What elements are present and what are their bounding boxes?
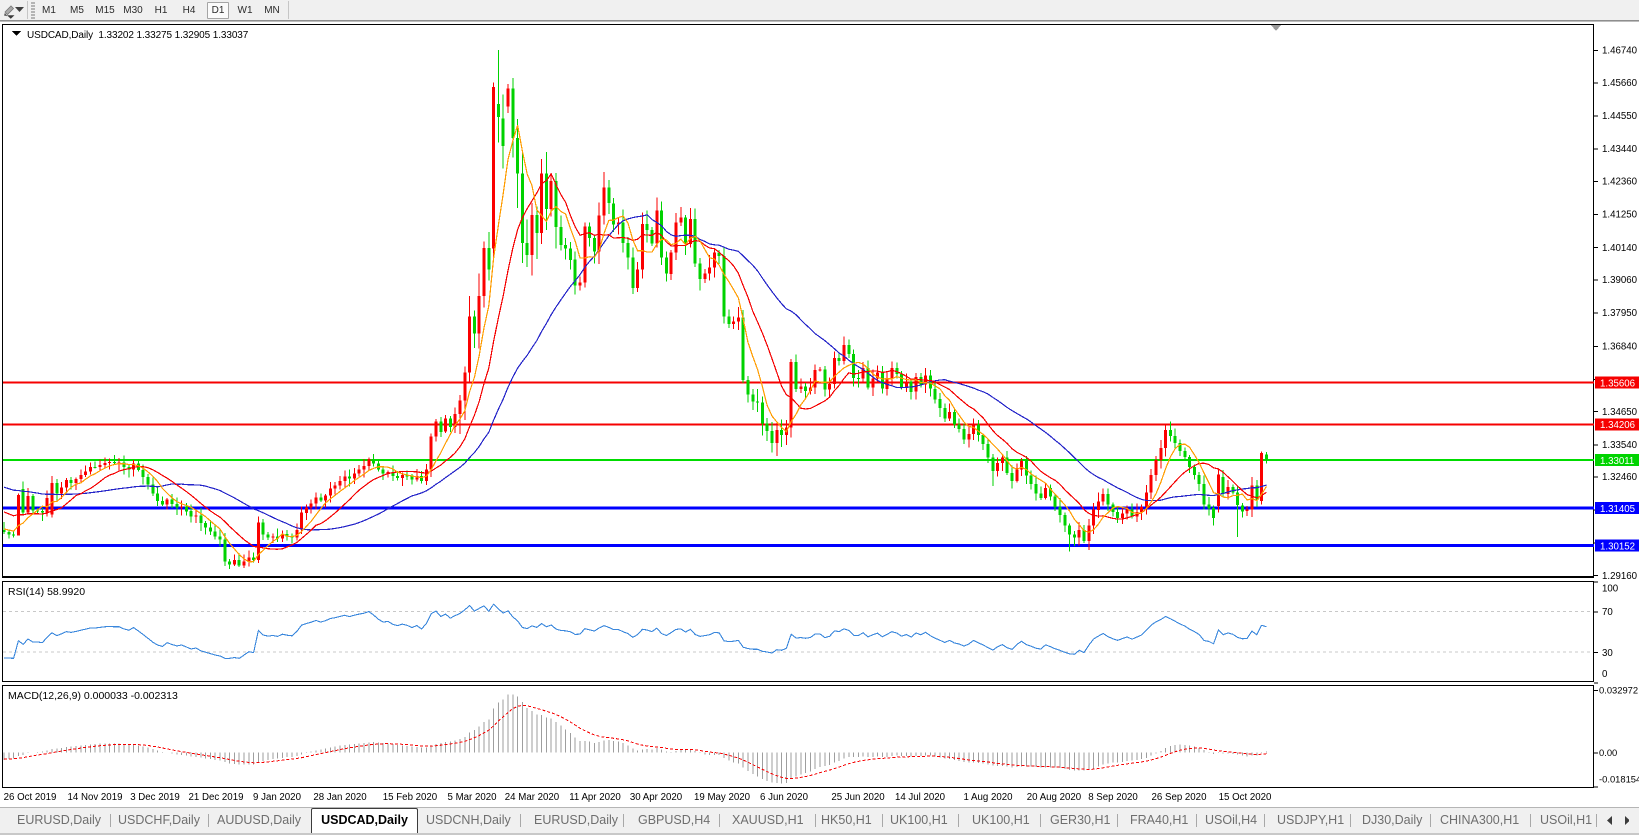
svg-text:1.36840: 1.36840	[1602, 341, 1638, 352]
svg-text:26 Oct 2019: 26 Oct 2019	[4, 792, 57, 803]
svg-text:1.34206: 1.34206	[1600, 420, 1635, 431]
svg-text:1 Aug 2020: 1 Aug 2020	[963, 792, 1013, 803]
svg-text:30 Apr 2020: 30 Apr 2020	[630, 792, 683, 803]
svg-text:1.33011: 1.33011	[1600, 456, 1634, 467]
svg-text:19 May 2020: 19 May 2020	[694, 792, 751, 803]
svg-text:5 Mar 2020: 5 Mar 2020	[447, 792, 497, 803]
svg-text:0: 0	[1602, 669, 1608, 680]
svg-text:15 Oct 2020: 15 Oct 2020	[1219, 792, 1272, 803]
svg-text:USDCAD,Daily 1.33202 1.33275: USDCAD,Daily 1.33202 1.33275 1.32905 1.3…	[27, 30, 249, 41]
svg-text:1.41250: 1.41250	[1602, 210, 1638, 221]
svg-text:-0.018154: -0.018154	[1599, 774, 1639, 785]
svg-text:1.42360: 1.42360	[1602, 177, 1638, 188]
svg-text:26 Sep 2020: 26 Sep 2020	[1152, 792, 1208, 803]
svg-text:1.31405: 1.31405	[1600, 504, 1635, 515]
svg-text:1.43440: 1.43440	[1602, 144, 1638, 155]
svg-text:14 Nov 2019: 14 Nov 2019	[68, 792, 123, 803]
svg-text:0.032972: 0.032972	[1599, 685, 1638, 696]
svg-text:1.33540: 1.33540	[1602, 440, 1638, 451]
svg-text:25 Jun 2020: 25 Jun 2020	[831, 792, 885, 803]
svg-text:6 Jun 2020: 6 Jun 2020	[760, 792, 809, 803]
svg-text:15 Feb 2020: 15 Feb 2020	[383, 792, 438, 803]
svg-text:MACD(12,26,9) 0.000033 -0.0023: MACD(12,26,9) 0.000033 -0.002313	[8, 690, 178, 702]
svg-text:8 Sep 2020: 8 Sep 2020	[1088, 792, 1138, 803]
svg-text:20 Aug 2020: 20 Aug 2020	[1027, 792, 1082, 803]
svg-text:0.00: 0.00	[1599, 747, 1617, 758]
svg-text:1.32460: 1.32460	[1602, 472, 1638, 483]
svg-text:30: 30	[1602, 648, 1613, 659]
svg-text:28 Jan 2020: 28 Jan 2020	[313, 792, 367, 803]
svg-text:3 Dec 2019: 3 Dec 2019	[130, 792, 180, 803]
svg-text:1.40140: 1.40140	[1602, 243, 1638, 254]
svg-text:70: 70	[1602, 607, 1613, 618]
svg-text:RSI(14) 58.9920: RSI(14) 58.9920	[8, 586, 85, 598]
svg-text:24 Mar 2020: 24 Mar 2020	[505, 792, 560, 803]
svg-text:9 Jan 2020: 9 Jan 2020	[253, 792, 302, 803]
svg-text:1.44550: 1.44550	[1602, 111, 1638, 122]
svg-text:11 Apr 2020: 11 Apr 2020	[569, 792, 621, 803]
svg-text:1.45660: 1.45660	[1602, 78, 1638, 89]
svg-text:1.37950: 1.37950	[1602, 308, 1638, 319]
svg-text:1.34650: 1.34650	[1602, 407, 1638, 418]
svg-text:1.46740: 1.46740	[1602, 46, 1638, 57]
svg-text:100: 100	[1602, 584, 1619, 595]
svg-text:21 Dec 2019: 21 Dec 2019	[189, 792, 244, 803]
svg-text:1.35606: 1.35606	[1600, 378, 1635, 389]
svg-text:14 Jul 2020: 14 Jul 2020	[895, 792, 946, 803]
svg-text:1.39060: 1.39060	[1602, 275, 1638, 286]
svg-text:1.30152: 1.30152	[1600, 541, 1635, 552]
svg-text:1.29160: 1.29160	[1602, 571, 1638, 582]
